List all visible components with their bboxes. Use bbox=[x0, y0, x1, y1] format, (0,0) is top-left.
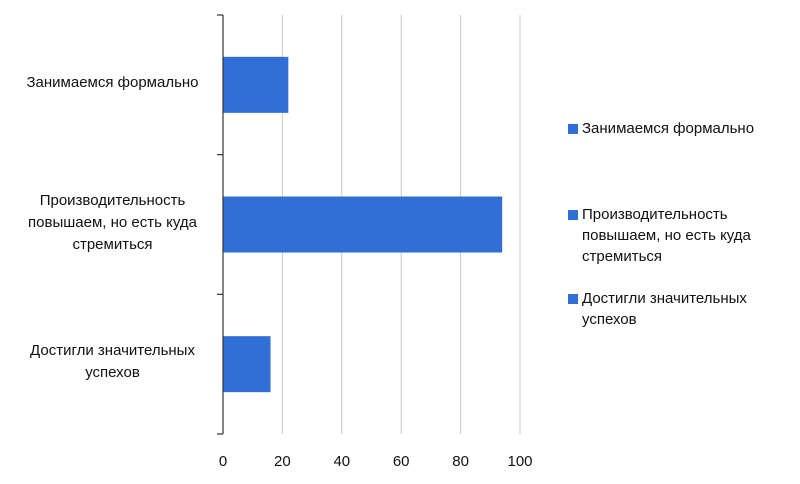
legend-label: Занимаемся формально bbox=[582, 120, 755, 137]
bar bbox=[223, 196, 503, 253]
legend-swatch bbox=[568, 210, 578, 220]
legend-label: Достигли значительных успехов bbox=[582, 290, 747, 328]
category-label: Производительность повышаем, но есть куда… bbox=[10, 190, 215, 256]
legend-swatch bbox=[568, 294, 578, 304]
legend-label: Производительность повышаем, но есть куд… bbox=[582, 206, 751, 265]
category-label-line: Производительность bbox=[39, 191, 186, 209]
category-label-line: Достигли значительных bbox=[30, 342, 195, 360]
bar bbox=[223, 336, 271, 393]
bar bbox=[223, 56, 289, 113]
category-label: Достигли значительных успехов bbox=[10, 340, 215, 384]
x-tick-label: 100 bbox=[507, 453, 532, 470]
category-label-line: повышаем, но есть куда bbox=[28, 213, 197, 231]
category-label-line: успехов bbox=[85, 364, 140, 382]
x-tick-label: 40 bbox=[333, 453, 350, 470]
legend-swatch bbox=[568, 124, 578, 134]
x-tick-label: 20 bbox=[274, 453, 291, 470]
x-tick-label: 80 bbox=[452, 453, 469, 470]
category-label: Занимаемся формально bbox=[10, 72, 215, 94]
x-tick-label: 60 bbox=[393, 453, 410, 470]
category-label-line: стремиться bbox=[72, 235, 153, 253]
category-label-line: Занимаемся формально bbox=[26, 73, 199, 91]
x-tick-label: 0 bbox=[219, 453, 227, 470]
